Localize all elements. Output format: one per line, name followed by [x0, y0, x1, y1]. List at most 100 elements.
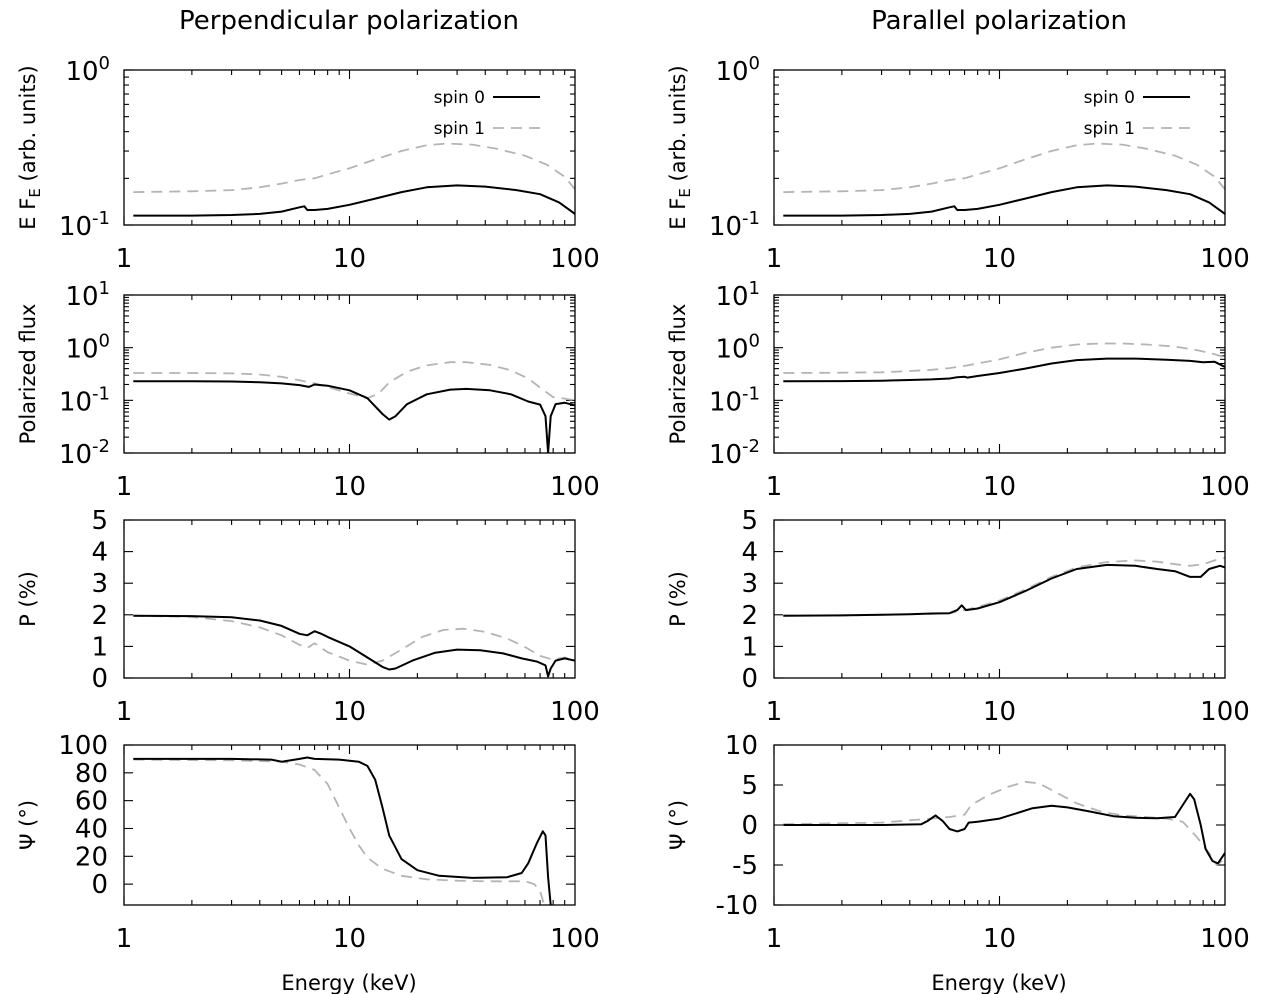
x-tick-label: 100 — [1200, 924, 1250, 954]
y-tick-label: 10 — [725, 731, 758, 761]
x-tick-label: 100 — [550, 244, 600, 274]
series-line-spin-0 — [783, 563, 1225, 617]
y-tick-label: 10-2 — [709, 436, 760, 470]
x-tick-label: 1 — [116, 924, 133, 954]
series-line-spin-0 — [783, 792, 1225, 865]
series-line-spin-1 — [133, 361, 575, 402]
x-tick-label: 1 — [766, 697, 783, 727]
panel-par-pflux: 1 10 100 101 100 10-1 10-2 Polarized flux — [666, 278, 1250, 502]
series-line-spin-0 — [133, 756, 552, 905]
y-axis-label: P (%) — [16, 571, 40, 627]
plot-frame — [123, 294, 576, 454]
y-tick-label: 60 — [75, 787, 108, 817]
y-tick-label: 1 — [741, 632, 758, 662]
y-tick-label: 10-1 — [709, 383, 760, 417]
legend-label: spin 1 — [434, 119, 485, 139]
panel-par-angle: 1 10 100 -10 -5 0 5 10 Ψ (°) — [666, 731, 1250, 954]
panel-perp-pflux: 1 10 100 101 100 10-1 10-2 Polarized flux — [16, 278, 600, 502]
y-tick-label: 40 — [75, 814, 108, 844]
plot-frame — [123, 519, 576, 679]
y-tick-label: 10-1 — [59, 383, 110, 417]
x-tick-label: 100 — [550, 697, 600, 727]
legend-label: spin 0 — [1084, 88, 1135, 108]
y-tick-label: 3 — [91, 569, 108, 599]
series-line-spin-1 — [133, 614, 575, 666]
x-tick-label: 1 — [766, 244, 783, 274]
series-line-spin-0 — [133, 184, 575, 217]
x-tick-label: 100 — [1200, 697, 1250, 727]
series-line-spin-0 — [783, 184, 1225, 217]
series-line-spin-1 — [783, 342, 1225, 374]
x-tick-label: 1 — [116, 697, 133, 727]
y-tick-label: 101 — [65, 278, 110, 312]
y-tick-label: 100 — [58, 731, 108, 761]
y-tick-label: 10-1 — [59, 208, 110, 242]
y-axis-label: E FE (arb. units) — [16, 65, 44, 229]
y-tick-label: 100 — [65, 331, 110, 365]
x-tick-label: 1 — [766, 472, 783, 502]
series-line-spin-1 — [783, 142, 1225, 193]
series-line-spin-1 — [783, 780, 1225, 866]
y-axis-label: E FE (arb. units) — [666, 65, 694, 229]
y-tick-label: 100 — [715, 331, 760, 365]
y-tick-label: -5 — [732, 851, 758, 881]
legend-label: spin 0 — [434, 88, 485, 108]
x-axis-label-right: Energy (keV) — [931, 971, 1066, 994]
plot-frame — [123, 744, 576, 906]
x-tick-label: 100 — [550, 472, 600, 502]
plot-frame — [123, 69, 576, 226]
y-axis-label: Ψ (°) — [666, 800, 690, 850]
x-tick-label: 1 — [766, 924, 783, 954]
x-tick-label: 10 — [983, 244, 1016, 274]
y-tick-label: 100 — [65, 53, 110, 87]
series-line-spin-1 — [133, 758, 546, 905]
y-tick-label: 10-1 — [709, 208, 760, 242]
y-tick-label: 5 — [741, 506, 758, 536]
y-axis-label: Polarized flux — [16, 304, 40, 445]
x-tick-label: 100 — [1200, 244, 1250, 274]
x-axis-label-left: Energy (keV) — [281, 971, 416, 994]
y-axis-label: Polarized flux — [666, 304, 690, 445]
y-tick-label: 5 — [91, 506, 108, 536]
plot-frame — [773, 294, 1226, 454]
y-tick-label: 0 — [91, 870, 108, 900]
y-tick-label: 2 — [741, 601, 758, 631]
plot-frame — [773, 744, 1226, 906]
series-line-spin-1 — [133, 142, 575, 193]
y-axis-label: P (%) — [666, 571, 690, 627]
y-tick-label: 0 — [741, 664, 758, 694]
x-tick-label: 10 — [983, 924, 1016, 954]
y-tick-label: 80 — [75, 759, 108, 789]
x-tick-label: 1 — [116, 244, 133, 274]
x-tick-label: 10 — [983, 472, 1016, 502]
y-axis-label: Ψ (°) — [16, 800, 40, 850]
series-line-spin-1 — [783, 557, 1225, 617]
x-tick-label: 100 — [550, 924, 600, 954]
y-tick-label: 0 — [741, 811, 758, 841]
x-tick-label: 1 — [116, 472, 133, 502]
y-tick-label: 1 — [91, 632, 108, 662]
y-tick-label: 5 — [741, 771, 758, 801]
x-tick-label: 10 — [333, 472, 366, 502]
column-title-parallel: Parallel polarization — [871, 6, 1127, 36]
column-title-perpendicular: Perpendicular polarization — [179, 6, 519, 36]
y-tick-label: 101 — [715, 278, 760, 312]
series-line-spin-0 — [783, 357, 1225, 383]
x-tick-label: 10 — [333, 244, 366, 274]
x-tick-label: 10 — [333, 924, 366, 954]
plot-frame — [773, 519, 1226, 679]
series-line-spin-0 — [133, 380, 575, 453]
y-tick-label: 100 — [715, 53, 760, 87]
y-tick-label: 3 — [741, 569, 758, 599]
series-line-spin-0 — [133, 614, 575, 678]
y-tick-label: 0 — [91, 664, 108, 694]
panel-perp-flux: 1 10 100 100 10-1 E FE (arb. units) spin 0 spin… — [16, 53, 600, 274]
x-tick-label: 100 — [1200, 472, 1250, 502]
y-tick-label: -10 — [716, 891, 758, 921]
x-tick-label: 10 — [333, 697, 366, 727]
